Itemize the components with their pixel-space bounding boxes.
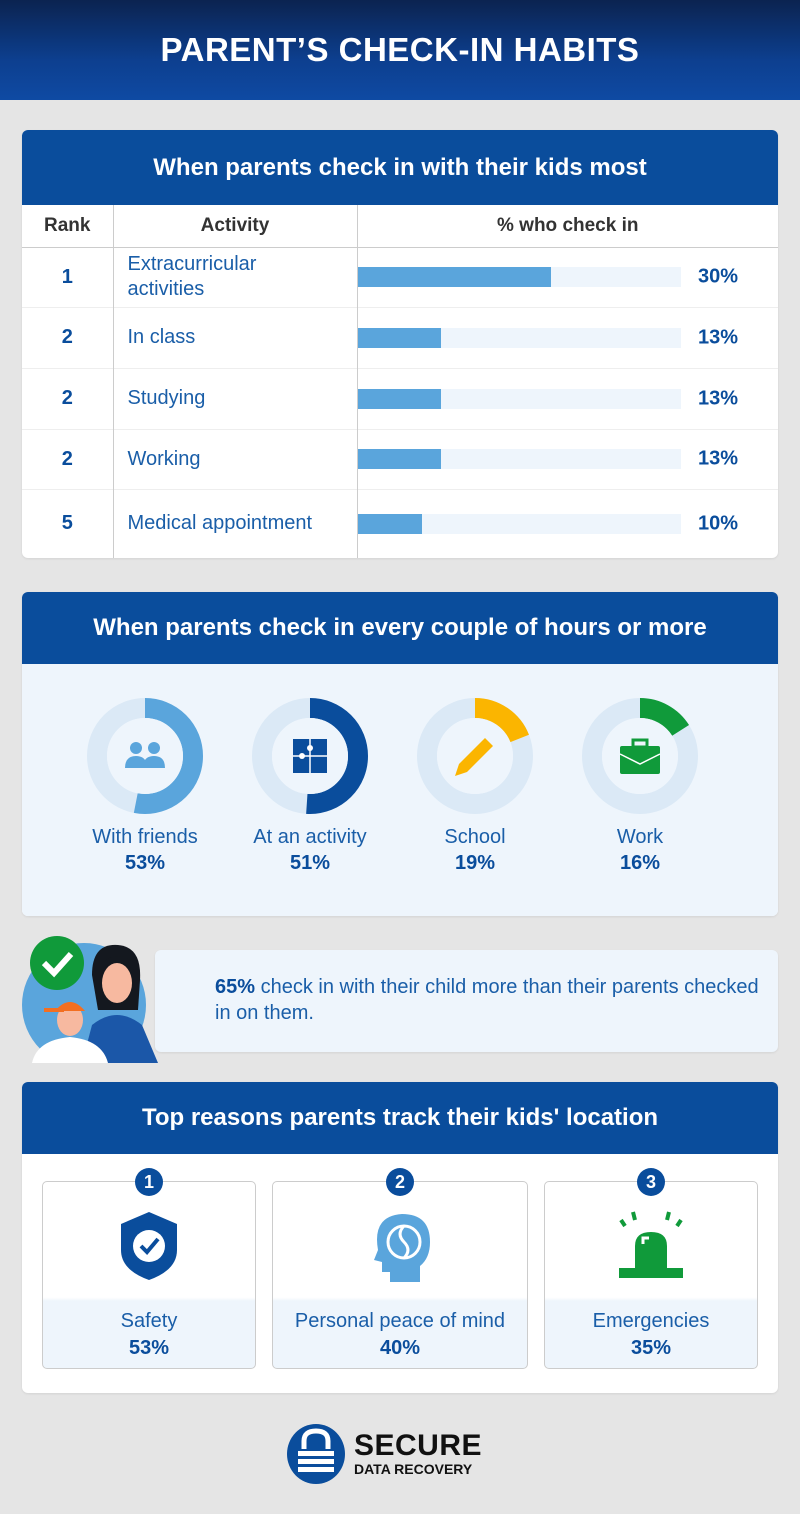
activity-cell: In class — [113, 306, 358, 368]
rank-cell: 2 — [22, 428, 114, 489]
pencil-icon — [455, 738, 493, 776]
puzzle-icon — [293, 739, 327, 773]
secure-data-recovery-logo: SECURE DATA RECOVERY — [286, 1423, 482, 1485]
reason-box-emergencies: 3 Emergencies 35% — [544, 1168, 758, 1369]
rank-cell: 2 — [22, 306, 114, 368]
percent-cell: 10% — [357, 488, 778, 558]
reason-box-safety: 1 Safety 53% — [42, 1168, 256, 1369]
callout-text: 65% check in with their child more than … — [215, 974, 775, 1026]
bar-value-label: 13% — [697, 326, 738, 348]
donut-chart — [582, 698, 698, 814]
header-banner: PARENT’S CHECK-IN HABITS — [0, 0, 800, 100]
donut-label: School — [444, 826, 506, 848]
card-title: When parents check in every couple of ho… — [22, 592, 778, 664]
activity-cell: Studying — [113, 367, 358, 429]
table-row: 5 Medical appointment 10% — [22, 488, 778, 558]
donut-item: School 19% — [400, 696, 550, 875]
percent-cell: 30% — [357, 246, 778, 307]
rank-badge: 1 — [135, 1168, 163, 1196]
donut-chart — [252, 698, 368, 814]
card-title: Top reasons parents track their kids' lo… — [22, 1082, 778, 1154]
rank-cell: 1 — [22, 246, 114, 307]
card-title: When parents check in with their kids mo… — [22, 130, 778, 205]
reason-label: Personal peace of mind — [294, 1310, 506, 1332]
people-icon — [125, 742, 165, 768]
shield-check-icon — [121, 1212, 177, 1280]
callout-body: check in with their child more than thei… — [215, 976, 759, 1024]
donut-chart — [417, 698, 533, 814]
head-yin-yang-icon — [374, 1214, 430, 1282]
bar-track — [357, 388, 681, 409]
rank-cell: 2 — [22, 367, 114, 429]
bar-fill — [357, 267, 552, 287]
donut-label: Work — [616, 826, 664, 848]
callout-card: 65% check in with their child more than … — [155, 950, 778, 1052]
bar-track — [357, 267, 681, 287]
reason-value: 35% — [630, 1337, 672, 1359]
bar-value-label: 30% — [697, 265, 738, 288]
rank-cell: 5 — [22, 488, 114, 558]
activity-cell: Extracurricular activities — [113, 246, 358, 307]
check-in-table: Rank Activity% who check in 1 Extracurric… — [22, 205, 778, 558]
activity-cell: Medical appointment — [113, 488, 358, 558]
bar-value-label: 13% — [697, 387, 738, 409]
check-in-most-card: When parents check in with their kids mo… — [22, 130, 778, 558]
siren-icon — [619, 1211, 683, 1278]
bar-fill — [357, 449, 442, 469]
percent-cell: 13% — [357, 306, 778, 368]
table-row: 2 Studying 13% — [22, 367, 778, 429]
donut-item: At an activity 51% — [235, 696, 385, 875]
donut-slice — [417, 698, 533, 814]
percent-cell: 13% — [357, 367, 778, 429]
donut-group: With friends 53% At an activity 51% Scho… — [22, 664, 778, 916]
briefcase-icon — [619, 738, 661, 774]
parent-child-illustration — [22, 936, 158, 1063]
table-row: 2 In class 13% — [22, 306, 778, 368]
bar-track — [357, 327, 681, 348]
col-rank: Rank — [22, 205, 114, 248]
page-title: PARENT’S CHECK-IN HABITS — [160, 31, 640, 68]
donut-slice — [252, 698, 368, 814]
reason-value: 40% — [379, 1337, 421, 1359]
percent-cell: 13% — [357, 428, 778, 489]
callout-highlight: 65% — [215, 976, 256, 998]
donut-label: At an activity — [253, 826, 367, 848]
donut-value: 53% — [124, 852, 166, 874]
reason-value: 53% — [128, 1337, 170, 1359]
table-row: 1 Extracurricular activities 30% — [22, 246, 778, 307]
donut-slice — [87, 698, 203, 814]
reason-label: Safety — [120, 1310, 178, 1332]
logo-line2: DATA RECOVERY — [354, 1461, 473, 1477]
donut-label: With friends — [92, 826, 198, 848]
logo-line1: SECURE — [354, 1429, 483, 1462]
bar-fill — [357, 388, 442, 409]
bar-fill — [357, 513, 423, 534]
col-activity: Activity — [113, 205, 358, 248]
activity-cell: Working — [113, 428, 358, 489]
bar-value-label: 10% — [697, 512, 738, 535]
donut-item: With friends 53% — [70, 696, 220, 875]
bar-track — [357, 449, 681, 469]
donut-value: 51% — [289, 852, 331, 874]
reasons-card: Top reasons parents track their kids' lo… — [22, 1082, 778, 1393]
donut-slice — [582, 698, 698, 814]
donut-value: 16% — [619, 852, 661, 874]
donut-chart — [87, 698, 203, 814]
bar-track — [357, 513, 681, 534]
rank-badge: 2 — [386, 1168, 414, 1196]
reason-label: Emergencies — [592, 1310, 710, 1332]
reason-box-peace-of-mind: 2 Personal peace of mind 40% — [272, 1168, 528, 1369]
frequent-check-in-card: When parents check in every couple of ho… — [22, 592, 778, 916]
lock-logo-icon — [287, 1424, 345, 1484]
bar-fill — [357, 327, 442, 348]
donut-value: 19% — [454, 852, 496, 874]
col-percent: % who check in — [357, 205, 778, 248]
table-row: 2 Working 13% — [22, 428, 778, 489]
donut-item: Work 16% — [565, 696, 715, 875]
bar-value-label: 13% — [697, 447, 738, 470]
rank-badge: 3 — [637, 1168, 665, 1196]
